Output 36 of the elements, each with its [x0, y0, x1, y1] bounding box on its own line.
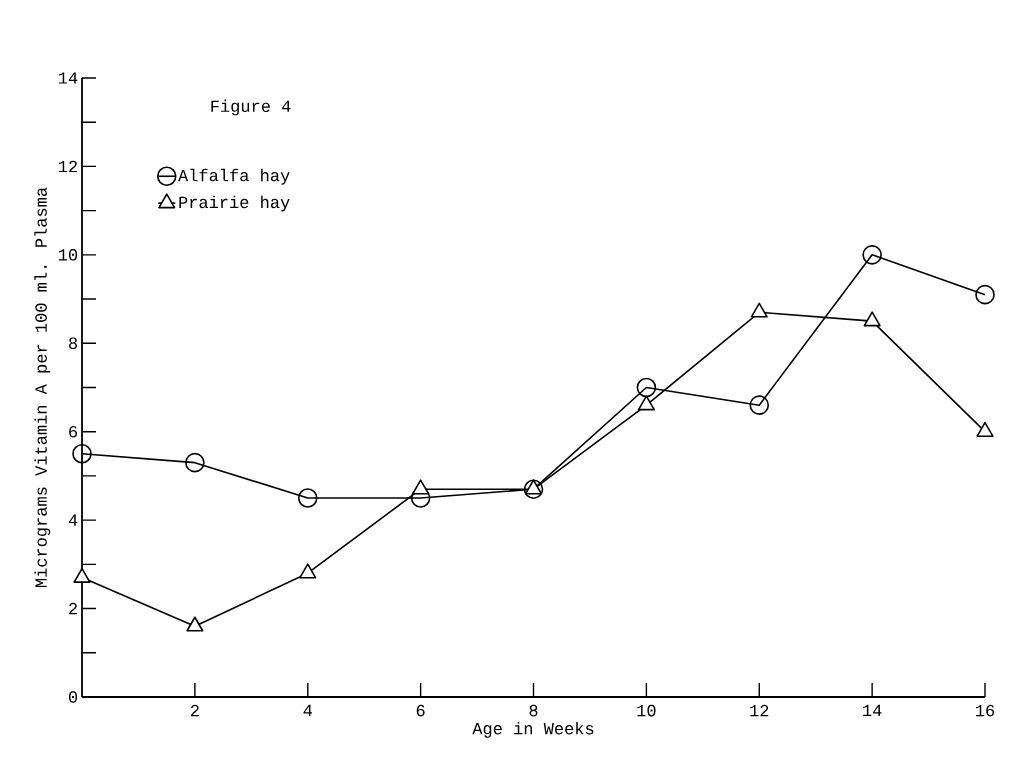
x-tick-label: 10 [637, 704, 656, 717]
y-tick-label: 6 [69, 425, 78, 438]
y-axis-title: Micrograms Vitamin A per 100 ml. Plasma [34, 187, 51, 588]
x-tick-label: 4 [303, 704, 312, 717]
point [862, 245, 882, 265]
point [72, 444, 92, 464]
legend-label: Prairie hay [179, 195, 290, 212]
x-tick-label: 16 [976, 704, 995, 717]
x-tick-label: 12 [750, 704, 769, 717]
point [636, 377, 657, 398]
point [976, 421, 994, 437]
point [73, 567, 91, 583]
x-tick-label: 2 [190, 704, 199, 717]
y-tick-label: 4 [68, 514, 78, 526]
point [975, 284, 995, 305]
point [185, 452, 205, 473]
y-tick-label: 14 [58, 72, 78, 84]
x-tick-label: 6 [416, 704, 425, 717]
y-tick-label: 8 [69, 337, 78, 350]
point [637, 395, 655, 411]
x-tick-label: 14 [863, 704, 882, 717]
y-tick-label: 0 [68, 691, 78, 703]
y-tick-label: 12 [58, 160, 77, 173]
legend-label: Alfalfa hay [178, 168, 290, 185]
x-tick-label: 8 [529, 704, 538, 717]
point [299, 563, 317, 579]
point [412, 479, 430, 495]
text: Figure 4 [211, 99, 291, 116]
point [863, 311, 881, 327]
y-tick-label: 10 [58, 249, 78, 261]
point [749, 395, 770, 415]
x-axis-title: Age in Weeks [472, 721, 594, 738]
y-tick-label: 2 [69, 602, 77, 615]
point [750, 302, 768, 318]
point [186, 616, 204, 632]
point [297, 488, 318, 508]
